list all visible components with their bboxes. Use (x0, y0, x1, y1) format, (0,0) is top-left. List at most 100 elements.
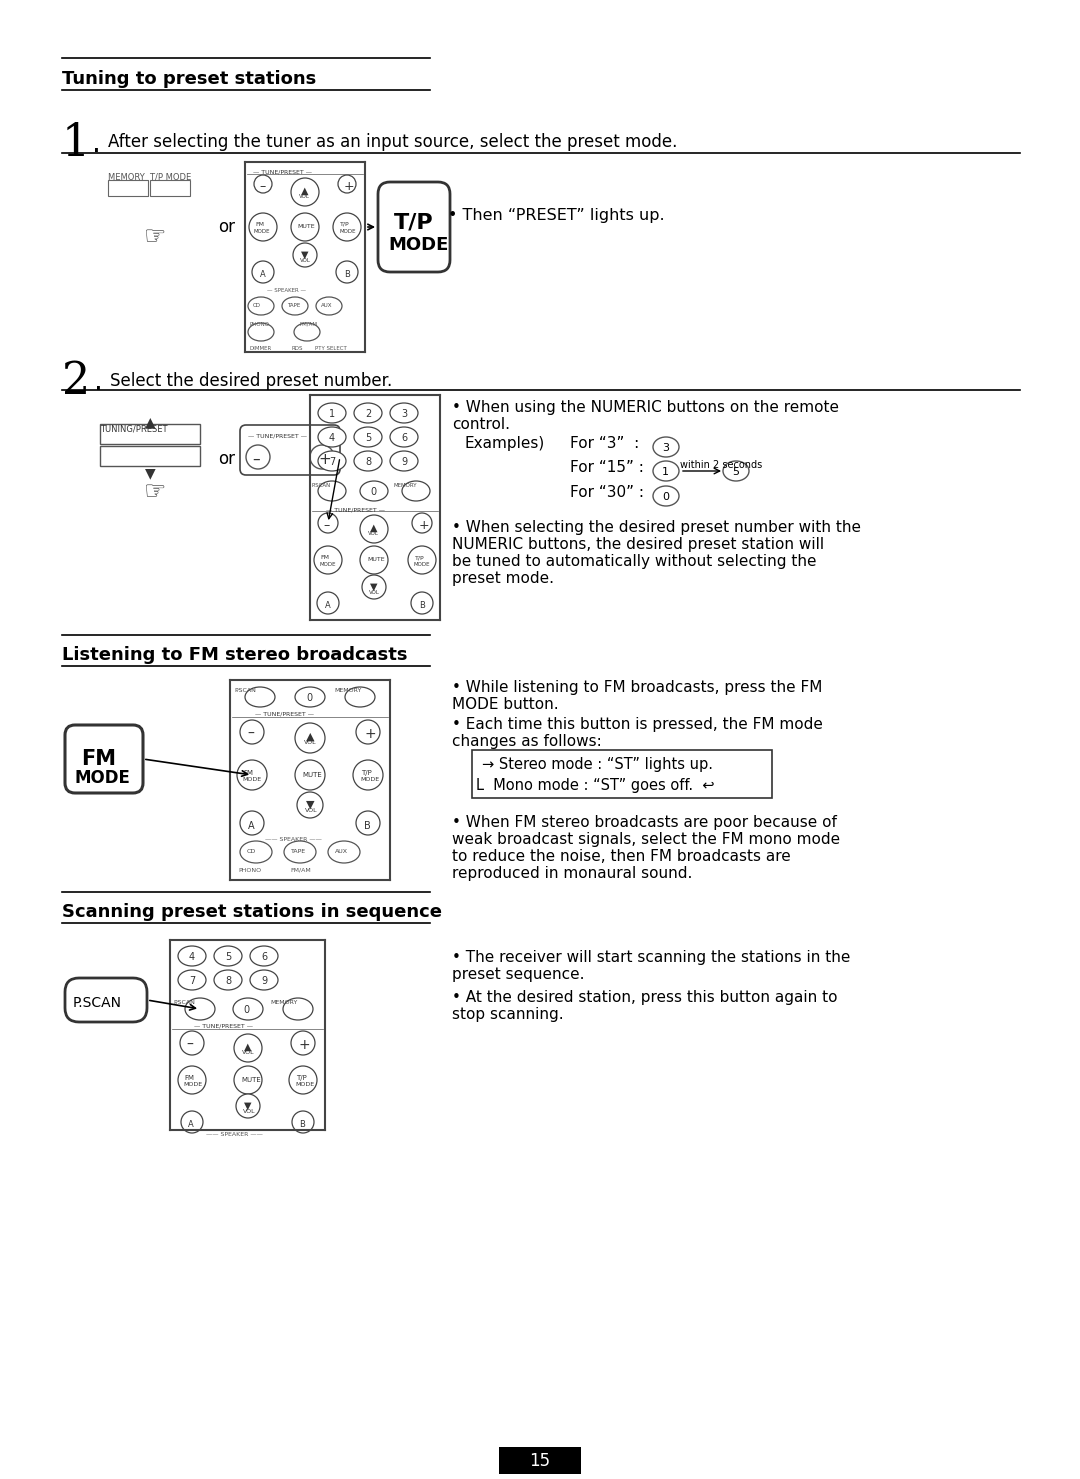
Text: • When FM stereo broadcasts are poor because of: • When FM stereo broadcasts are poor bec… (453, 815, 837, 830)
Text: ▼: ▼ (301, 250, 309, 260)
Text: .: . (94, 368, 103, 396)
Text: — TUNE/PRESET —: — TUNE/PRESET — (326, 507, 384, 512)
Circle shape (234, 1066, 262, 1094)
Text: VOL: VOL (368, 531, 379, 535)
Text: — TUNE/PRESET —: — TUNE/PRESET — (253, 170, 312, 175)
Ellipse shape (318, 402, 346, 423)
Text: • The receiver will start scanning the stations in the: • The receiver will start scanning the s… (453, 950, 850, 964)
Text: 5: 5 (365, 433, 372, 444)
Ellipse shape (240, 842, 272, 864)
Text: 5: 5 (225, 952, 231, 961)
Text: MODE: MODE (183, 1083, 202, 1087)
Ellipse shape (249, 947, 278, 966)
Circle shape (178, 1066, 206, 1094)
Circle shape (362, 575, 386, 599)
Text: 4: 4 (329, 433, 335, 444)
Circle shape (297, 791, 323, 818)
Ellipse shape (345, 688, 375, 707)
Text: P.SCAN: P.SCAN (73, 995, 122, 1010)
Text: L  Mono mode : “ST” goes off.  ↩: L Mono mode : “ST” goes off. ↩ (476, 778, 715, 793)
Text: 3: 3 (662, 444, 669, 453)
Text: PHONO: PHONO (238, 868, 261, 873)
Text: to reduce the noise, then FM broadcasts are: to reduce the noise, then FM broadcasts … (453, 849, 791, 864)
Circle shape (292, 1111, 314, 1133)
Circle shape (289, 1066, 318, 1094)
Text: VOL: VOL (369, 590, 380, 595)
Text: VOL: VOL (305, 808, 318, 813)
Text: Scanning preset stations in sequence: Scanning preset stations in sequence (62, 904, 442, 921)
Text: 9: 9 (401, 457, 407, 467)
Text: TAPE: TAPE (291, 849, 306, 853)
Circle shape (295, 760, 325, 790)
Text: .: . (92, 130, 100, 158)
Text: 0: 0 (306, 694, 312, 703)
Ellipse shape (178, 970, 206, 989)
Text: DIMMER: DIMMER (249, 346, 271, 351)
Text: Listening to FM stereo broadcasts: Listening to FM stereo broadcasts (62, 646, 407, 664)
Text: T/P: T/P (361, 771, 372, 776)
Circle shape (411, 592, 433, 614)
Ellipse shape (233, 998, 264, 1021)
Text: PHONO: PHONO (249, 322, 269, 327)
Text: MODE: MODE (388, 237, 448, 254)
Text: 4: 4 (189, 952, 195, 961)
Text: • Each time this button is pressed, the FM mode: • Each time this button is pressed, the … (453, 717, 823, 732)
Text: 9: 9 (261, 976, 267, 986)
Text: P.SCAN: P.SCAN (234, 688, 256, 694)
Text: MODE: MODE (295, 1083, 314, 1087)
Ellipse shape (294, 322, 320, 342)
Text: be tuned to automatically without selecting the: be tuned to automatically without select… (453, 555, 816, 569)
Ellipse shape (653, 487, 679, 506)
Ellipse shape (318, 481, 346, 501)
Text: CD: CD (247, 849, 256, 853)
Text: –: – (252, 453, 259, 467)
Text: — TUNE/PRESET —: — TUNE/PRESET — (194, 1023, 253, 1029)
Ellipse shape (249, 970, 278, 989)
Circle shape (360, 546, 388, 574)
Text: —— SPEAKER ——: —— SPEAKER —— (206, 1131, 262, 1137)
Text: MUTE: MUTE (297, 223, 314, 229)
Text: 0: 0 (243, 1006, 249, 1015)
Text: For “3”  :: For “3” : (570, 436, 639, 451)
Text: –: – (247, 728, 254, 741)
Circle shape (318, 513, 338, 532)
Text: For “30” :: For “30” : (570, 485, 644, 500)
Ellipse shape (284, 842, 316, 864)
Text: 0: 0 (370, 487, 376, 497)
Circle shape (180, 1031, 204, 1055)
Text: 3: 3 (401, 410, 407, 419)
Text: A: A (188, 1120, 193, 1128)
Text: MUTE: MUTE (241, 1077, 260, 1083)
Text: ☞: ☞ (144, 225, 166, 248)
Circle shape (234, 1034, 262, 1062)
Text: +: + (299, 1038, 311, 1052)
Ellipse shape (282, 297, 308, 315)
Text: • While listening to FM broadcasts, press the FM: • While listening to FM broadcasts, pres… (453, 680, 822, 695)
Text: FM: FM (243, 771, 253, 776)
Text: 1: 1 (662, 467, 669, 478)
Text: 2: 2 (365, 410, 372, 419)
Text: NUMERIC buttons, the desired preset station will: NUMERIC buttons, the desired preset stat… (453, 537, 824, 552)
FancyBboxPatch shape (65, 978, 147, 1022)
Text: TAPE: TAPE (287, 303, 300, 308)
FancyBboxPatch shape (65, 725, 143, 793)
Ellipse shape (390, 451, 418, 470)
Text: VOL: VOL (242, 1050, 255, 1055)
Bar (472, 750, 772, 799)
Text: ▼: ▼ (306, 800, 314, 810)
Text: P.SCAN: P.SCAN (173, 1000, 194, 1006)
Text: MUTE: MUTE (302, 772, 322, 778)
FancyBboxPatch shape (240, 424, 340, 475)
Circle shape (408, 546, 436, 574)
Ellipse shape (295, 688, 325, 707)
Text: MODE button.: MODE button. (453, 697, 558, 711)
Ellipse shape (653, 461, 679, 481)
Text: • At the desired station, press this button again to: • At the desired station, press this but… (453, 989, 837, 1006)
Text: 0: 0 (662, 493, 669, 501)
Bar (100, 447, 200, 466)
Text: → Stereo mode : “ST” lights up.: → Stereo mode : “ST” lights up. (482, 757, 713, 772)
Ellipse shape (248, 322, 274, 342)
Ellipse shape (354, 427, 382, 447)
Text: VOL: VOL (299, 194, 310, 200)
Text: A: A (325, 600, 330, 609)
